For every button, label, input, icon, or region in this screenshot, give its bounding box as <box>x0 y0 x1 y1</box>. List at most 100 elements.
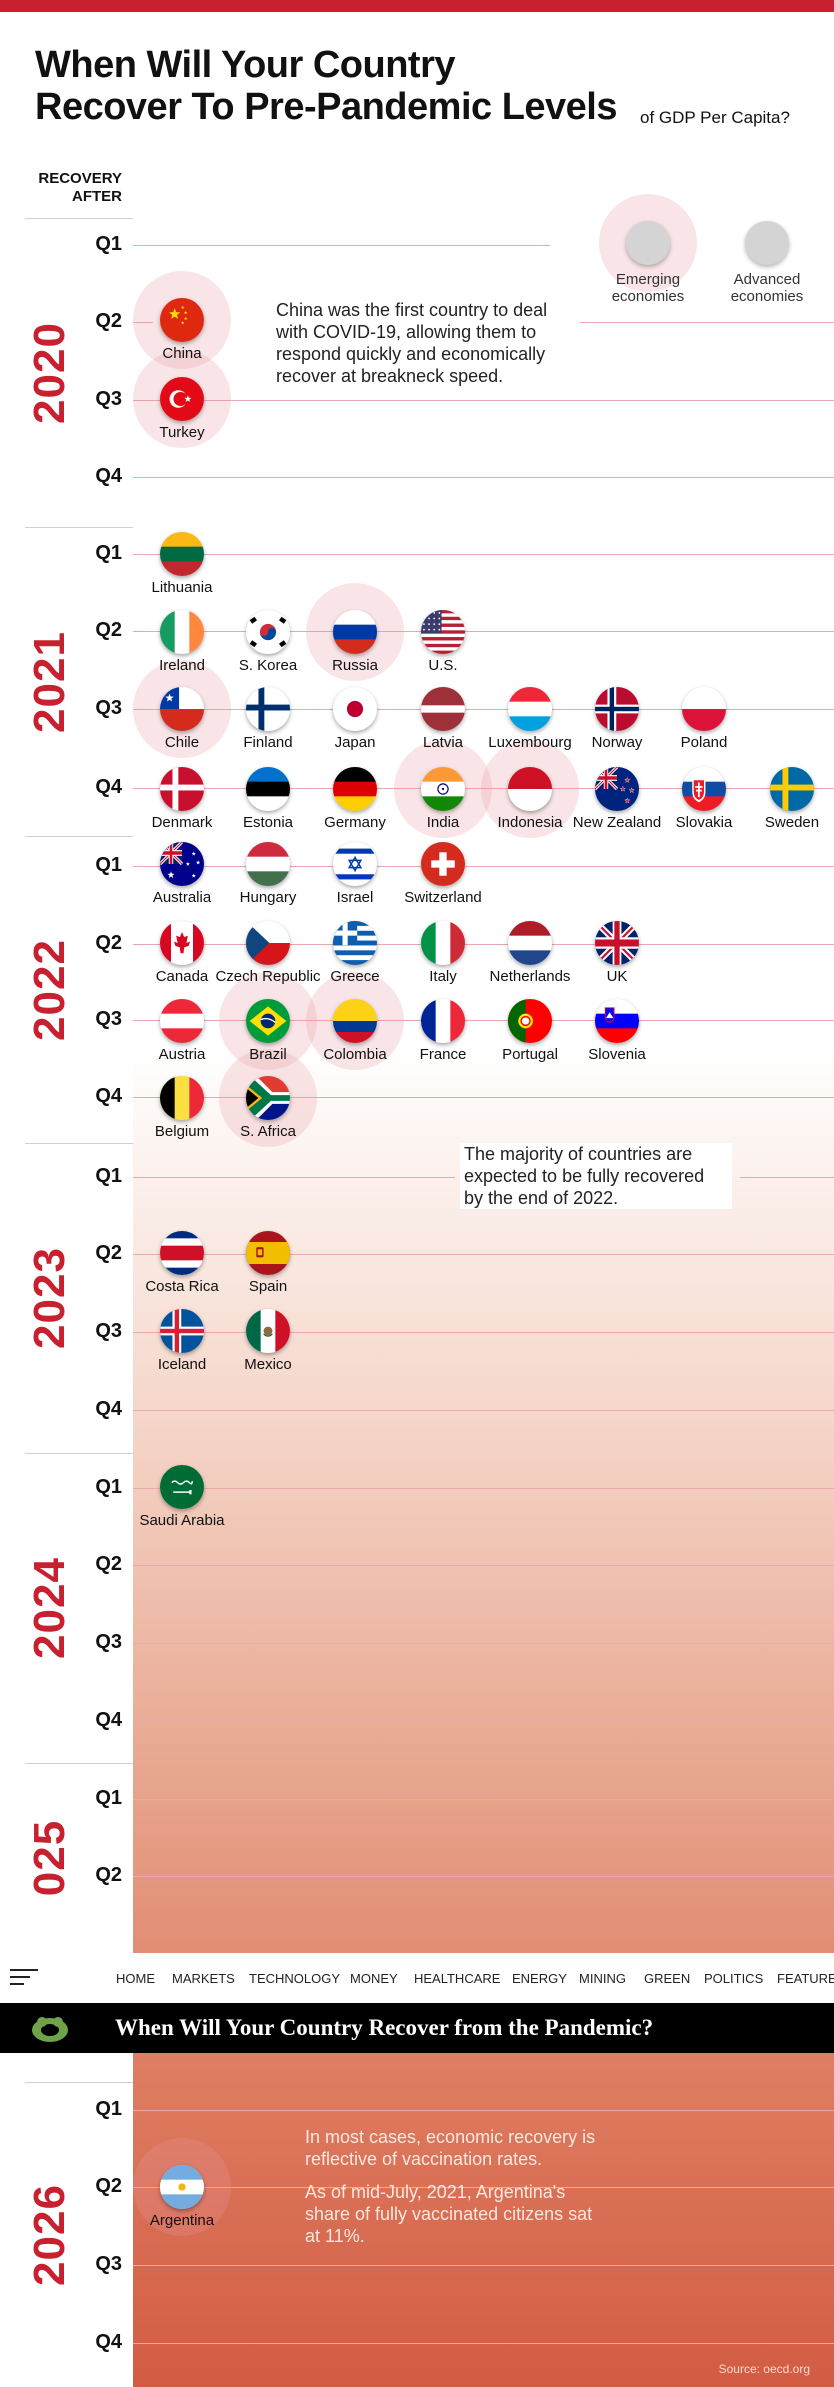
estonia-flag-icon[interactable] <box>246 767 290 811</box>
country-label: Costa Rica <box>145 1278 219 1295</box>
country-label: Belgium <box>154 1123 210 1140</box>
nav-energy[interactable]: ENERGY <box>512 1971 567 1986</box>
hungary-flag-icon[interactable] <box>246 842 290 886</box>
sweden-flag-icon[interactable] <box>770 767 814 811</box>
site-nav-bar: HOME MARKETS TECHNOLOGY MONEY HEALTHCARE… <box>0 1953 834 2003</box>
quarter-label: Q3 <box>95 697 122 719</box>
india-flag-icon[interactable] <box>421 767 465 811</box>
greece-flag-icon[interactable] <box>333 921 377 965</box>
japan-flag-icon[interactable] <box>333 687 377 731</box>
quarter-label: Q3 <box>95 1320 122 1342</box>
quarter-label: Q2 <box>95 1553 122 1575</box>
indonesia-flag-icon[interactable] <box>508 767 552 811</box>
nav-politics[interactable]: POLITICS <box>704 1971 764 1986</box>
finland-flag-icon[interactable] <box>246 687 290 731</box>
quarter-label: Q2 <box>95 310 122 332</box>
australia-flag-icon <box>160 842 204 886</box>
quarter-label: Q3 <box>95 1631 122 1653</box>
quarter-label: Q2 <box>95 619 122 641</box>
luxembourg-flag-icon[interactable] <box>508 687 552 731</box>
nav-home[interactable]: HOME <box>116 1971 155 1986</box>
quarter-label: Q1 <box>95 542 122 564</box>
visual-capitalist-logo-icon[interactable] <box>30 2013 70 2043</box>
china-flag-icon <box>160 298 204 342</box>
quarter-label: Q1 <box>95 1165 122 1187</box>
legend-advanced-label: Advanced economies <box>730 271 804 305</box>
saudi-arabia-flag-icon[interactable] <box>160 1465 204 1509</box>
norway-flag-icon[interactable] <box>595 687 639 731</box>
quarter-gridline <box>133 1488 834 1489</box>
country-label: India <box>426 814 460 831</box>
israel-flag-icon <box>333 842 377 886</box>
russia-flag-icon[interactable] <box>333 610 377 654</box>
slovenia-flag-icon <box>595 999 639 1043</box>
mexico-flag-icon[interactable] <box>246 1309 290 1353</box>
nav-markets[interactable]: MARKETS <box>172 1971 235 1986</box>
nav-money[interactable]: MONEY <box>350 1971 398 1986</box>
china-flag-icon[interactable] <box>160 298 204 342</box>
brazil-flag-icon[interactable] <box>246 999 290 1043</box>
country-label: S. Korea <box>238 657 298 674</box>
chile-flag-icon[interactable] <box>160 687 204 731</box>
switzerland-flag-icon[interactable] <box>421 842 465 886</box>
us-flag-icon[interactable] <box>421 610 465 654</box>
denmark-flag-icon[interactable] <box>160 767 204 811</box>
portugal-flag-icon <box>508 999 552 1043</box>
poland-flag-icon[interactable] <box>682 687 726 731</box>
spain-flag-icon[interactable] <box>246 1231 290 1275</box>
czech-republic-flag-icon[interactable] <box>246 921 290 965</box>
country-label: Indonesia <box>497 814 563 831</box>
country-label: Canada <box>155 968 209 985</box>
year-divider <box>25 1143 133 1144</box>
belgium-flag-icon[interactable] <box>160 1076 204 1120</box>
quarter-gridline <box>133 554 834 555</box>
nav-mining[interactable]: MINING <box>579 1971 626 1986</box>
country-label: Luxembourg <box>488 734 572 751</box>
france-flag-icon[interactable] <box>421 999 465 1043</box>
germany-flag-icon[interactable] <box>333 767 377 811</box>
country-label: Finland <box>243 734 293 751</box>
year-label: 2024 <box>25 1557 75 1659</box>
quarter-gridline <box>133 1254 834 1255</box>
austria-flag-icon[interactable] <box>160 999 204 1043</box>
ireland-flag-icon[interactable] <box>160 610 204 654</box>
slovakia-flag-icon[interactable] <box>682 767 726 811</box>
country-label: Colombia <box>323 1046 387 1063</box>
quarter-label: Q4 <box>95 1085 122 1107</box>
turkey-flag-icon[interactable] <box>160 377 204 421</box>
new-zealand-flag-icon[interactable] <box>595 767 639 811</box>
argentina-flag-icon[interactable] <box>160 2165 204 2209</box>
annotation-china: China was the first country to deal with… <box>272 299 572 387</box>
nav-feature[interactable]: FEATURE <box>777 1971 834 1986</box>
country-label: Greece <box>330 968 380 985</box>
article-title[interactable]: When Will Your Country Recover from the … <box>115 2015 654 2040</box>
israel-flag-icon[interactable] <box>333 842 377 886</box>
lithuania-flag-icon[interactable] <box>160 532 204 576</box>
hamburger-menu-icon[interactable] <box>10 1969 38 1989</box>
australia-flag-icon[interactable] <box>160 842 204 886</box>
nav-healthcare[interactable]: HEALTHCARE <box>414 1971 501 1986</box>
quarter-label: Q4 <box>95 2331 122 2353</box>
italy-flag-icon[interactable] <box>421 921 465 965</box>
country-label: Spain <box>248 1278 288 1295</box>
nav-green[interactable]: GREEN <box>644 1971 691 1986</box>
austria-flag-icon <box>160 999 204 1043</box>
latvia-flag-icon[interactable] <box>421 687 465 731</box>
iceland-flag-icon[interactable] <box>160 1309 204 1353</box>
uk-flag-icon[interactable] <box>595 921 639 965</box>
netherlands-flag-icon[interactable] <box>508 921 552 965</box>
slovenia-flag-icon[interactable] <box>595 999 639 1043</box>
country-label: Mexico <box>244 1356 292 1373</box>
quarter-gridline <box>133 2265 834 2266</box>
canada-flag-icon[interactable] <box>160 921 204 965</box>
article-title-banner: When Will Your Country Recover from the … <box>0 2003 834 2053</box>
nav-technology[interactable]: TECHNOLOGY <box>249 1971 341 1986</box>
country-label: China <box>162 345 202 362</box>
south-korea-flag-icon[interactable] <box>246 610 290 654</box>
costa-rica-flag-icon[interactable] <box>160 1231 204 1275</box>
portugal-flag-icon[interactable] <box>508 999 552 1043</box>
colombia-flag-icon[interactable] <box>333 999 377 1043</box>
us-flag-icon <box>421 610 465 654</box>
south-africa-flag-icon[interactable] <box>246 1076 290 1120</box>
